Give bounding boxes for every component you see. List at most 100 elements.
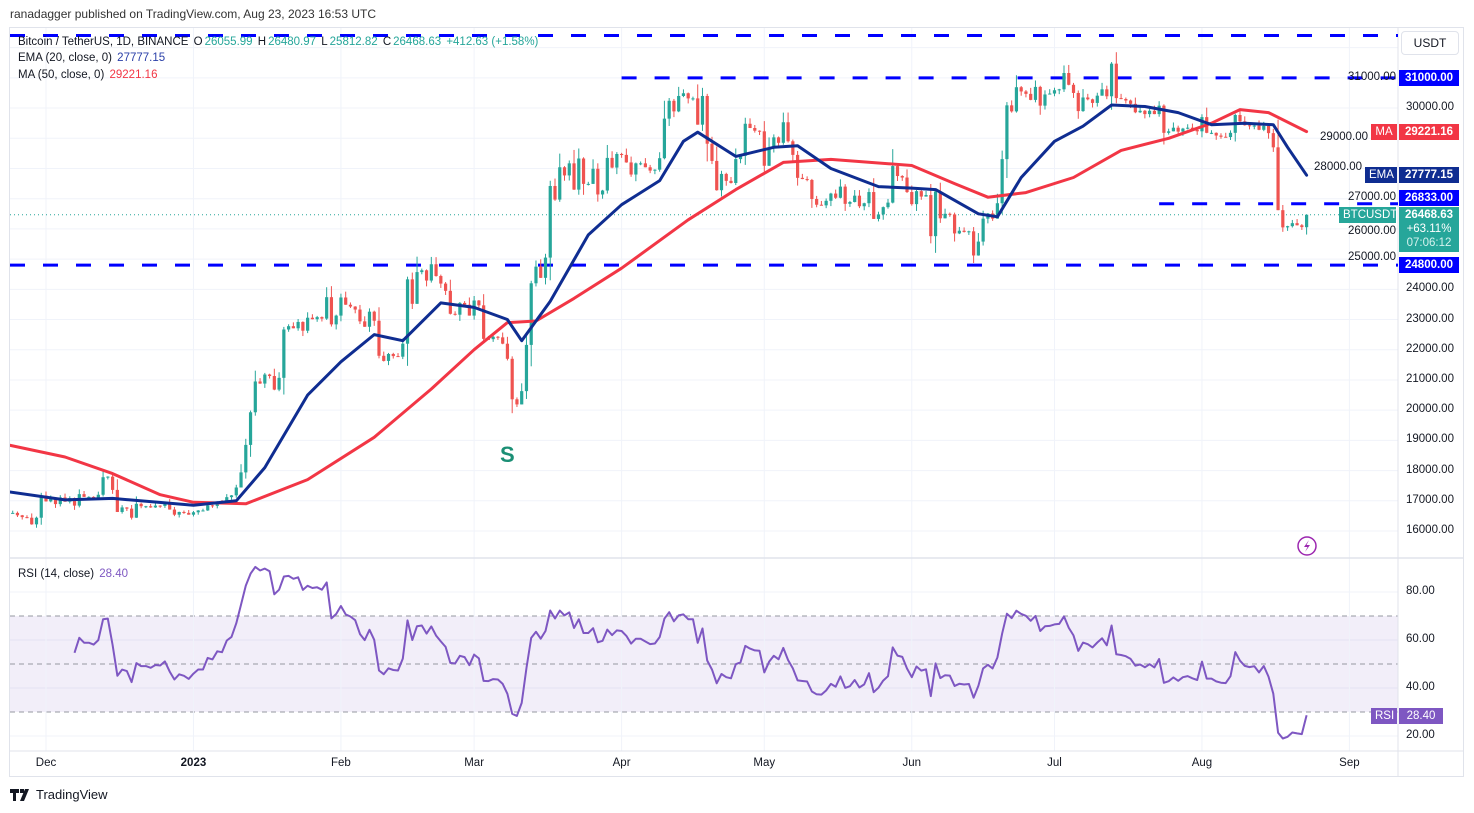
candle: [296, 319, 300, 331]
candle: [610, 151, 614, 169]
bar-countdown: 07:06:12: [1406, 237, 1452, 249]
candle: [705, 93, 709, 162]
candle: [1038, 85, 1042, 115]
candle-body: [505, 343, 510, 359]
candle-body: [1067, 73, 1071, 85]
candle-body: [477, 300, 481, 306]
candle: [567, 160, 571, 181]
candle: [948, 212, 952, 217]
candle-body: [710, 143, 714, 161]
candle: [272, 368, 276, 391]
candle-body: [1200, 117, 1204, 132]
candle: [258, 378, 262, 384]
ema-legend[interactable]: EMA (20, close, 0) 27777.15: [18, 52, 167, 64]
candle: [1219, 133, 1223, 139]
candle: [344, 291, 348, 305]
level-26833-tag: 26833.00: [1399, 190, 1459, 206]
candle-body: [891, 166, 895, 203]
candle-body: [1000, 159, 1004, 204]
candle: [781, 112, 785, 145]
candle: [572, 149, 576, 190]
candle-body: [96, 494, 100, 498]
candle: [372, 310, 376, 326]
candle-body: [267, 374, 272, 377]
candle: [591, 159, 595, 184]
symbol-tag: BTCUSDT: [1339, 207, 1397, 223]
candle-body: [905, 177, 909, 193]
candle-body: [910, 192, 914, 205]
ma-label: MA (50, close, 0): [18, 69, 105, 81]
candle: [586, 181, 590, 186]
candle: [1295, 219, 1299, 226]
candle-body: [1052, 90, 1057, 94]
candle-body: [372, 311, 376, 321]
candle: [520, 383, 524, 405]
price-tick: 20000.00: [1406, 403, 1454, 416]
rsi-legend[interactable]: RSI (14, close) 28.40: [18, 568, 130, 580]
candle: [952, 212, 957, 242]
currency-button[interactable]: USDT: [1401, 31, 1459, 55]
candle: [886, 198, 890, 209]
candle-body: [767, 147, 771, 166]
candle: [824, 198, 828, 209]
candle: [724, 172, 728, 186]
candle: [615, 152, 619, 175]
candle-body: [1224, 136, 1228, 138]
ma-legend[interactable]: MA (50, close, 0) 29221.16: [18, 69, 159, 81]
candle: [748, 118, 752, 129]
candle-body: [1209, 132, 1214, 134]
candle-body: [139, 503, 143, 507]
candle-body: [415, 272, 419, 304]
price-tick: 21000.00: [1406, 372, 1454, 385]
candle: [115, 479, 119, 513]
candle: [558, 153, 562, 202]
candle: [1300, 224, 1304, 230]
candle: [491, 335, 495, 342]
candle-body: [1181, 128, 1185, 132]
candle: [1148, 108, 1152, 118]
candle: [6, 512, 9, 514]
candle: [306, 312, 310, 334]
candle: [734, 148, 738, 186]
candle: [453, 311, 457, 316]
candle: [1033, 80, 1038, 103]
candle-body: [277, 377, 281, 390]
candle: [643, 158, 647, 168]
candle-body: [981, 218, 985, 242]
candle-body: [1029, 93, 1033, 100]
symbol-title[interactable]: Bitcoin / TetherUS, 1D, BINANCE: [18, 36, 189, 48]
candle: [515, 397, 519, 408]
open-label: O: [193, 36, 203, 48]
candle: [976, 233, 980, 256]
candle-body: [810, 179, 814, 199]
candle-body: [405, 279, 410, 344]
candle: [201, 508, 205, 512]
candle-body: [539, 266, 543, 278]
candle-body: [1109, 63, 1114, 97]
lightning-icon[interactable]: [1297, 536, 1317, 556]
candle: [1086, 93, 1090, 101]
candle-body: [686, 93, 690, 99]
candle: [182, 510, 186, 514]
tradingview-logo[interactable]: TradingView: [10, 787, 108, 802]
candle: [1081, 89, 1085, 112]
candle-body: [72, 498, 77, 506]
candle-body: [776, 137, 781, 143]
time-tick: May: [753, 757, 776, 769]
candle-body: [6, 513, 9, 514]
high-label: H: [257, 36, 267, 48]
candle-body: [672, 100, 676, 112]
candle: [1105, 85, 1109, 100]
candle-body: [244, 444, 248, 473]
candle-body: [106, 476, 110, 478]
candle: [325, 287, 329, 320]
time-tick: Jun: [902, 757, 922, 769]
candle: [691, 96, 695, 101]
candle-body: [1295, 223, 1299, 226]
annotation-s: S: [500, 442, 515, 467]
candle-body: [125, 507, 129, 509]
candle-body: [1071, 84, 1076, 93]
rsi-label: RSI (14, close): [18, 568, 95, 580]
close-value: 26468.63: [393, 36, 442, 48]
